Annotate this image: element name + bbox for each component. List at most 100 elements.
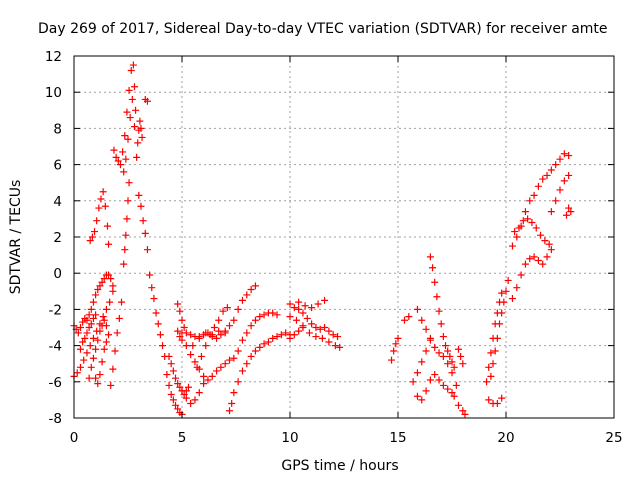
y-tick-label: 6: [53, 158, 62, 174]
data-point: [439, 333, 447, 341]
data-point: [498, 394, 506, 402]
data-point: [448, 358, 456, 366]
data-point: [487, 349, 495, 357]
x-axis-label: GPS time / hours: [281, 458, 398, 474]
data-point: [513, 284, 521, 292]
data-point: [556, 155, 564, 163]
data-point: [226, 322, 234, 330]
data-point: [83, 316, 91, 324]
data-point: [426, 376, 434, 384]
data-point: [97, 195, 105, 203]
data-point: [103, 222, 111, 230]
data-point: [336, 343, 344, 351]
data-point: [138, 133, 146, 141]
data-point: [541, 237, 549, 245]
data-point: [226, 407, 234, 415]
data-point: [73, 369, 81, 377]
data-point: [444, 385, 452, 393]
data-point: [136, 117, 144, 125]
data-point: [80, 356, 88, 364]
data-point: [86, 237, 94, 245]
data-point: [102, 338, 110, 346]
data-point: [101, 202, 109, 210]
data-point: [435, 349, 443, 357]
data-point: [200, 380, 208, 388]
data-point: [524, 215, 532, 223]
data-point: [176, 333, 184, 341]
data-point: [87, 305, 95, 313]
data-point: [76, 345, 84, 353]
data-point: [418, 358, 426, 366]
data-point: [247, 285, 255, 293]
data-point: [184, 383, 192, 391]
data-point: [565, 204, 573, 212]
data-point: [87, 363, 95, 371]
data-point: [124, 135, 132, 143]
data-point: [180, 390, 188, 398]
data-point: [439, 381, 447, 389]
data-point: [215, 316, 223, 324]
data-point: [100, 316, 108, 324]
y-tick-labels: -8 -6 -4 -2 0 2 4 6 8 10 12: [45, 49, 62, 427]
data-point: [94, 380, 102, 388]
data-point: [413, 305, 421, 313]
data-point: [122, 155, 130, 163]
data-point: [121, 132, 129, 140]
data-points: [70, 61, 575, 418]
data-point: [418, 396, 426, 404]
data-point: [269, 334, 277, 342]
data-point: [165, 381, 173, 389]
x-tick-label: 25: [605, 430, 622, 446]
data-point: [99, 313, 107, 321]
data-point: [167, 390, 175, 398]
data-point: [547, 166, 555, 174]
data-point: [93, 217, 101, 225]
chart-title: Day 269 of 2017, Sidereal Day-to-day VTE…: [38, 21, 608, 37]
data-point: [83, 329, 91, 337]
data-point: [446, 352, 454, 360]
data-point: [530, 253, 538, 261]
data-point: [178, 336, 186, 344]
data-point: [121, 246, 129, 254]
axis-ticks: [73, 55, 615, 419]
data-point: [126, 114, 134, 122]
data-point: [299, 322, 307, 330]
data-point: [89, 314, 97, 322]
data-point: [517, 271, 525, 279]
data-point: [295, 327, 303, 335]
data-point: [513, 233, 521, 241]
data-point: [260, 311, 268, 319]
data-point: [182, 342, 190, 350]
data-point: [105, 271, 113, 279]
data-point: [234, 347, 242, 355]
data-point: [444, 347, 452, 355]
data-point: [537, 231, 545, 239]
data-point: [202, 342, 210, 350]
data-point: [273, 333, 281, 341]
x-tick-label: 5: [178, 430, 187, 446]
data-point: [498, 289, 506, 297]
data-point: [215, 327, 223, 335]
data-point: [543, 171, 551, 179]
data-point: [120, 168, 128, 176]
data-point: [118, 298, 126, 306]
data-point: [394, 334, 402, 342]
data-point: [79, 318, 87, 326]
data-point: [132, 106, 140, 114]
data-point: [565, 171, 573, 179]
grid-lines: [74, 56, 614, 418]
data-point: [238, 367, 246, 375]
data-point: [94, 336, 102, 344]
data-point: [172, 374, 180, 382]
data-point: [165, 352, 173, 360]
data-point: [123, 215, 131, 223]
data-point: [148, 284, 156, 292]
data-point: [312, 324, 320, 331]
data-point: [189, 342, 197, 350]
y-tick-label: 12: [45, 49, 62, 65]
data-point: [180, 324, 188, 331]
data-point: [234, 378, 242, 386]
data-point: [405, 313, 413, 321]
data-point: [128, 95, 136, 103]
data-point: [485, 396, 493, 404]
